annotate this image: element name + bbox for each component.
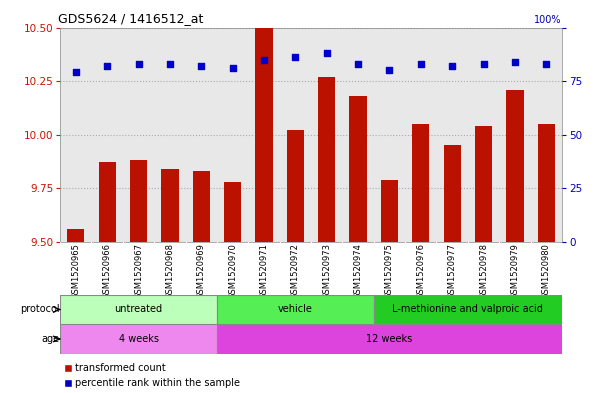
Bar [381, 180, 398, 242]
Bar [287, 130, 304, 242]
Bar [374, 295, 562, 324]
Bar [217, 324, 562, 354]
Point [71, 69, 81, 75]
Text: GSM1520979: GSM1520979 [510, 243, 519, 299]
Text: GSM1520968: GSM1520968 [165, 243, 174, 299]
Point [322, 50, 332, 56]
Bar [475, 126, 492, 242]
Text: GSM1520971: GSM1520971 [260, 243, 269, 299]
Text: GSM1520975: GSM1520975 [385, 243, 394, 299]
Text: GSM1520974: GSM1520974 [353, 243, 362, 299]
Point [510, 59, 520, 65]
Point [542, 61, 551, 67]
Point [228, 65, 237, 72]
Text: 12 weeks: 12 weeks [366, 334, 412, 344]
Bar [224, 182, 241, 242]
Bar [412, 124, 430, 242]
Point [416, 61, 426, 67]
Text: GSM1520966: GSM1520966 [103, 243, 112, 299]
Text: GSM1520978: GSM1520978 [479, 243, 488, 299]
Bar [318, 77, 335, 242]
Text: vehicle: vehicle [278, 305, 313, 314]
Text: untreated: untreated [114, 305, 163, 314]
Text: 4 weeks: 4 weeks [118, 334, 159, 344]
Point [447, 63, 457, 69]
Bar [60, 324, 217, 354]
Point [479, 61, 489, 67]
Text: GSM1520980: GSM1520980 [542, 243, 551, 299]
Point [197, 63, 206, 69]
Text: protocol: protocol [20, 305, 59, 314]
Text: 100%: 100% [534, 15, 562, 26]
Bar [255, 0, 273, 242]
Text: GSM1520967: GSM1520967 [134, 243, 143, 299]
Text: GSM1520976: GSM1520976 [416, 243, 426, 299]
Point [290, 54, 300, 61]
Text: GSM1520977: GSM1520977 [448, 243, 457, 299]
Bar [506, 90, 523, 242]
Bar [67, 229, 84, 242]
Bar [161, 169, 178, 242]
Bar [217, 295, 374, 324]
Text: GSM1520965: GSM1520965 [72, 243, 81, 299]
Text: GSM1520970: GSM1520970 [228, 243, 237, 299]
Bar [192, 171, 210, 242]
Bar [538, 124, 555, 242]
Text: GDS5624 / 1416512_at: GDS5624 / 1416512_at [58, 12, 203, 25]
Bar [444, 145, 461, 242]
Text: age: age [41, 334, 59, 344]
Text: GSM1520973: GSM1520973 [322, 243, 331, 299]
Bar [130, 160, 147, 242]
Point [385, 67, 394, 73]
Legend: transformed count, percentile rank within the sample: transformed count, percentile rank withi… [65, 363, 240, 388]
Text: GSM1520969: GSM1520969 [197, 243, 206, 299]
Bar [99, 162, 116, 242]
Point [102, 63, 112, 69]
Point [133, 61, 143, 67]
Text: L-methionine and valproic acid: L-methionine and valproic acid [392, 305, 543, 314]
Text: GSM1520972: GSM1520972 [291, 243, 300, 299]
Bar [349, 96, 367, 242]
Point [259, 57, 269, 63]
Point [353, 61, 363, 67]
Point [165, 61, 175, 67]
Bar [60, 295, 217, 324]
